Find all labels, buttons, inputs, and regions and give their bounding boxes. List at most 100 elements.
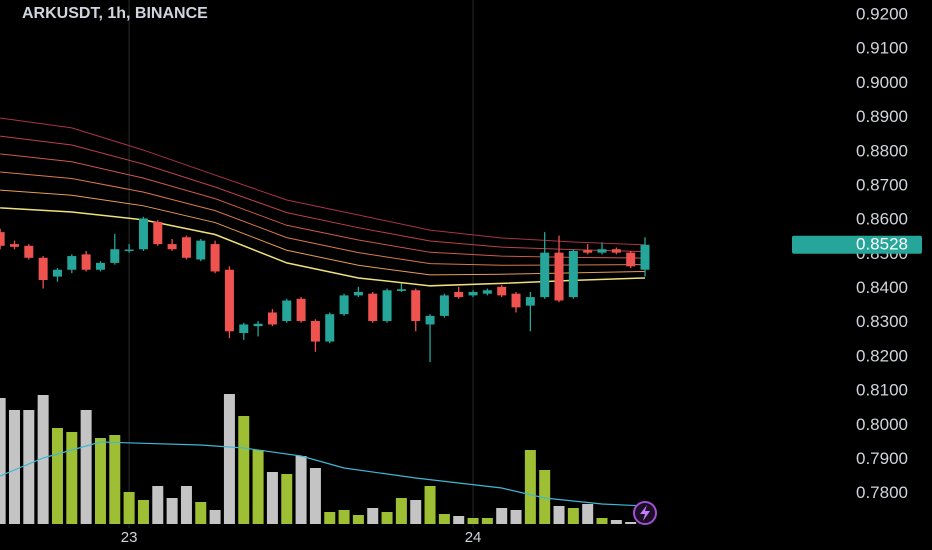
ema-ribbon-line — [0, 171, 646, 266]
volume-bar — [281, 474, 293, 524]
candle-body — [368, 293, 378, 322]
ema-ribbon-line — [0, 117, 646, 246]
candle-body — [640, 244, 650, 270]
candle-body — [568, 250, 578, 298]
volume-bar — [37, 395, 49, 524]
candle-body — [210, 244, 220, 272]
volume-bar — [152, 486, 164, 524]
candle-body — [540, 252, 550, 298]
ema-ribbon-line — [0, 153, 646, 259]
y-tick-label: 0.9000 — [856, 73, 908, 92]
indicator-layer — [0, 117, 646, 507]
candle-body — [95, 262, 105, 270]
y-tick-label: 0.8400 — [856, 278, 908, 297]
volume-bar — [438, 514, 450, 524]
volume-bar — [381, 512, 393, 524]
candle-body — [282, 300, 292, 322]
candle-body — [411, 290, 421, 322]
volume-bar — [137, 500, 149, 524]
ema-ribbon-line — [0, 207, 646, 287]
candle-body — [511, 293, 521, 308]
volume-bar — [295, 456, 307, 524]
volume-bar — [0, 398, 6, 524]
candle-body — [267, 312, 277, 325]
volume-bar — [123, 492, 135, 524]
volume-bar — [467, 518, 479, 524]
candle-body — [382, 290, 392, 322]
candle-body — [38, 257, 48, 280]
volume-layer — [0, 394, 651, 524]
volume-bar — [209, 510, 221, 524]
x-tick-label: 23 — [121, 529, 138, 546]
y-tick-label: 0.7800 — [856, 483, 908, 502]
badge-icon[interactable] — [640, 505, 650, 521]
volume-bar — [395, 498, 407, 524]
volume-bar — [238, 416, 250, 524]
volume-bar — [23, 410, 35, 524]
y-tick-label: 0.8300 — [856, 312, 908, 331]
volume-bar — [252, 450, 264, 524]
volume-bar — [338, 510, 350, 524]
candle-body — [339, 295, 349, 315]
volume-bar — [410, 500, 422, 524]
candle-body — [239, 324, 249, 333]
candle-body — [24, 245, 34, 258]
candle-body — [124, 249, 134, 252]
volume-bar — [324, 512, 336, 524]
candle-body — [167, 244, 177, 250]
last-price-box — [792, 235, 922, 254]
candle-body — [224, 269, 234, 332]
volume-bar — [453, 516, 465, 524]
ema-ribbon-line — [0, 189, 646, 276]
candle-body — [554, 252, 564, 301]
volume-bar — [66, 432, 78, 524]
volume-bar — [496, 508, 508, 524]
volume-bar — [309, 468, 321, 524]
volume-bar — [166, 498, 178, 524]
x-tick-label: 24 — [465, 529, 482, 546]
y-tick-label: 0.8200 — [856, 346, 908, 365]
volume-bar — [80, 410, 92, 524]
candle-body — [81, 254, 91, 270]
candle-body — [253, 323, 263, 327]
volume-bar — [109, 435, 121, 524]
volume-bar — [553, 506, 565, 524]
volume-bar — [424, 486, 436, 524]
candle-layer — [0, 216, 650, 363]
candle-body — [353, 291, 363, 296]
chart-title: ARKUSDT, 1h, BINANCE — [22, 5, 208, 22]
ema-ribbon-line — [0, 135, 646, 253]
candle-body — [597, 249, 607, 253]
candle-body — [425, 315, 435, 325]
volume-bar — [195, 502, 207, 524]
volume-bar — [367, 508, 379, 524]
candle-body — [52, 269, 62, 277]
candle-body — [110, 249, 120, 263]
indicator-badge[interactable] — [633, 501, 657, 525]
volume-bar — [524, 450, 536, 524]
candle-body — [9, 244, 19, 247]
volume-bar — [51, 428, 63, 524]
volume-bar — [8, 410, 20, 524]
y-tick-label: 0.8900 — [856, 107, 908, 126]
candle-body — [138, 218, 148, 250]
candle-body — [482, 290, 492, 294]
candle-body — [525, 297, 535, 306]
y-tick-label: 0.8000 — [856, 415, 908, 434]
y-tick-label: 0.7900 — [856, 449, 908, 468]
y-tick-label: 0.8700 — [856, 175, 908, 194]
volume-bar — [625, 522, 637, 524]
volume-bar — [223, 394, 235, 524]
y-tick-label: 0.9200 — [856, 5, 908, 24]
volume-bar — [596, 518, 608, 524]
volume-bar — [94, 438, 106, 524]
volume-bar — [180, 486, 192, 524]
y-tick-label: 0.9100 — [856, 39, 908, 58]
axis-layer: 23 24 0.9200 0.9100 0.9000 0.8900 0.8800 0.8700… — [121, 5, 922, 546]
candle-body — [310, 321, 320, 342]
y-tick-label: 0.8100 — [856, 381, 908, 400]
volume-ma-line — [0, 441, 646, 507]
candle-body — [296, 298, 306, 322]
